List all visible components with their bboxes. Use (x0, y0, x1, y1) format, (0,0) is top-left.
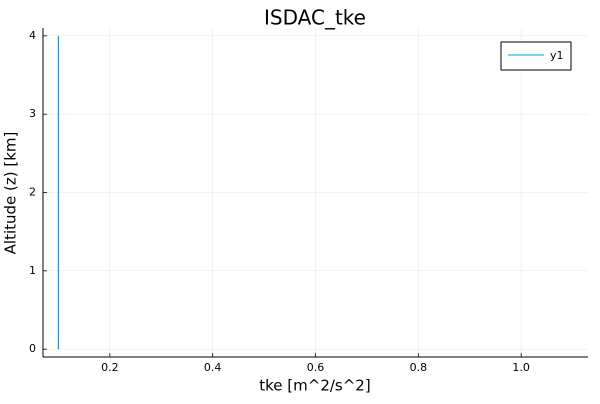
grid (43, 28, 588, 357)
legend: y1 (500, 41, 572, 71)
x-tick-label: 0.2 (101, 361, 119, 374)
x-tick-label: 0.4 (204, 361, 222, 374)
y-axis-label: Altitude (z) [km] (2, 132, 20, 255)
y-ticks: 0 1 2 3 4 (29, 29, 47, 355)
legend-box (500, 41, 572, 71)
x-tick-label: 1.0 (512, 361, 530, 374)
y-tick-label: 3 (29, 107, 36, 120)
y-tick-label: 2 (29, 186, 36, 199)
chart-title: ISDAC_tke (264, 6, 366, 30)
y-tick-label: 4 (29, 29, 36, 42)
x-tick-label: 0.8 (410, 361, 428, 374)
x-tick-label: 0.6 (307, 361, 325, 374)
legend-label-y1: y1 (550, 49, 564, 62)
x-axis-label: tke [m^2/s^2] (259, 377, 370, 395)
y-tick-label: 0 (29, 342, 36, 355)
y-tick-label: 1 (29, 264, 36, 277)
x-ticks: 0.2 0.4 0.6 0.8 1.0 (101, 353, 530, 374)
